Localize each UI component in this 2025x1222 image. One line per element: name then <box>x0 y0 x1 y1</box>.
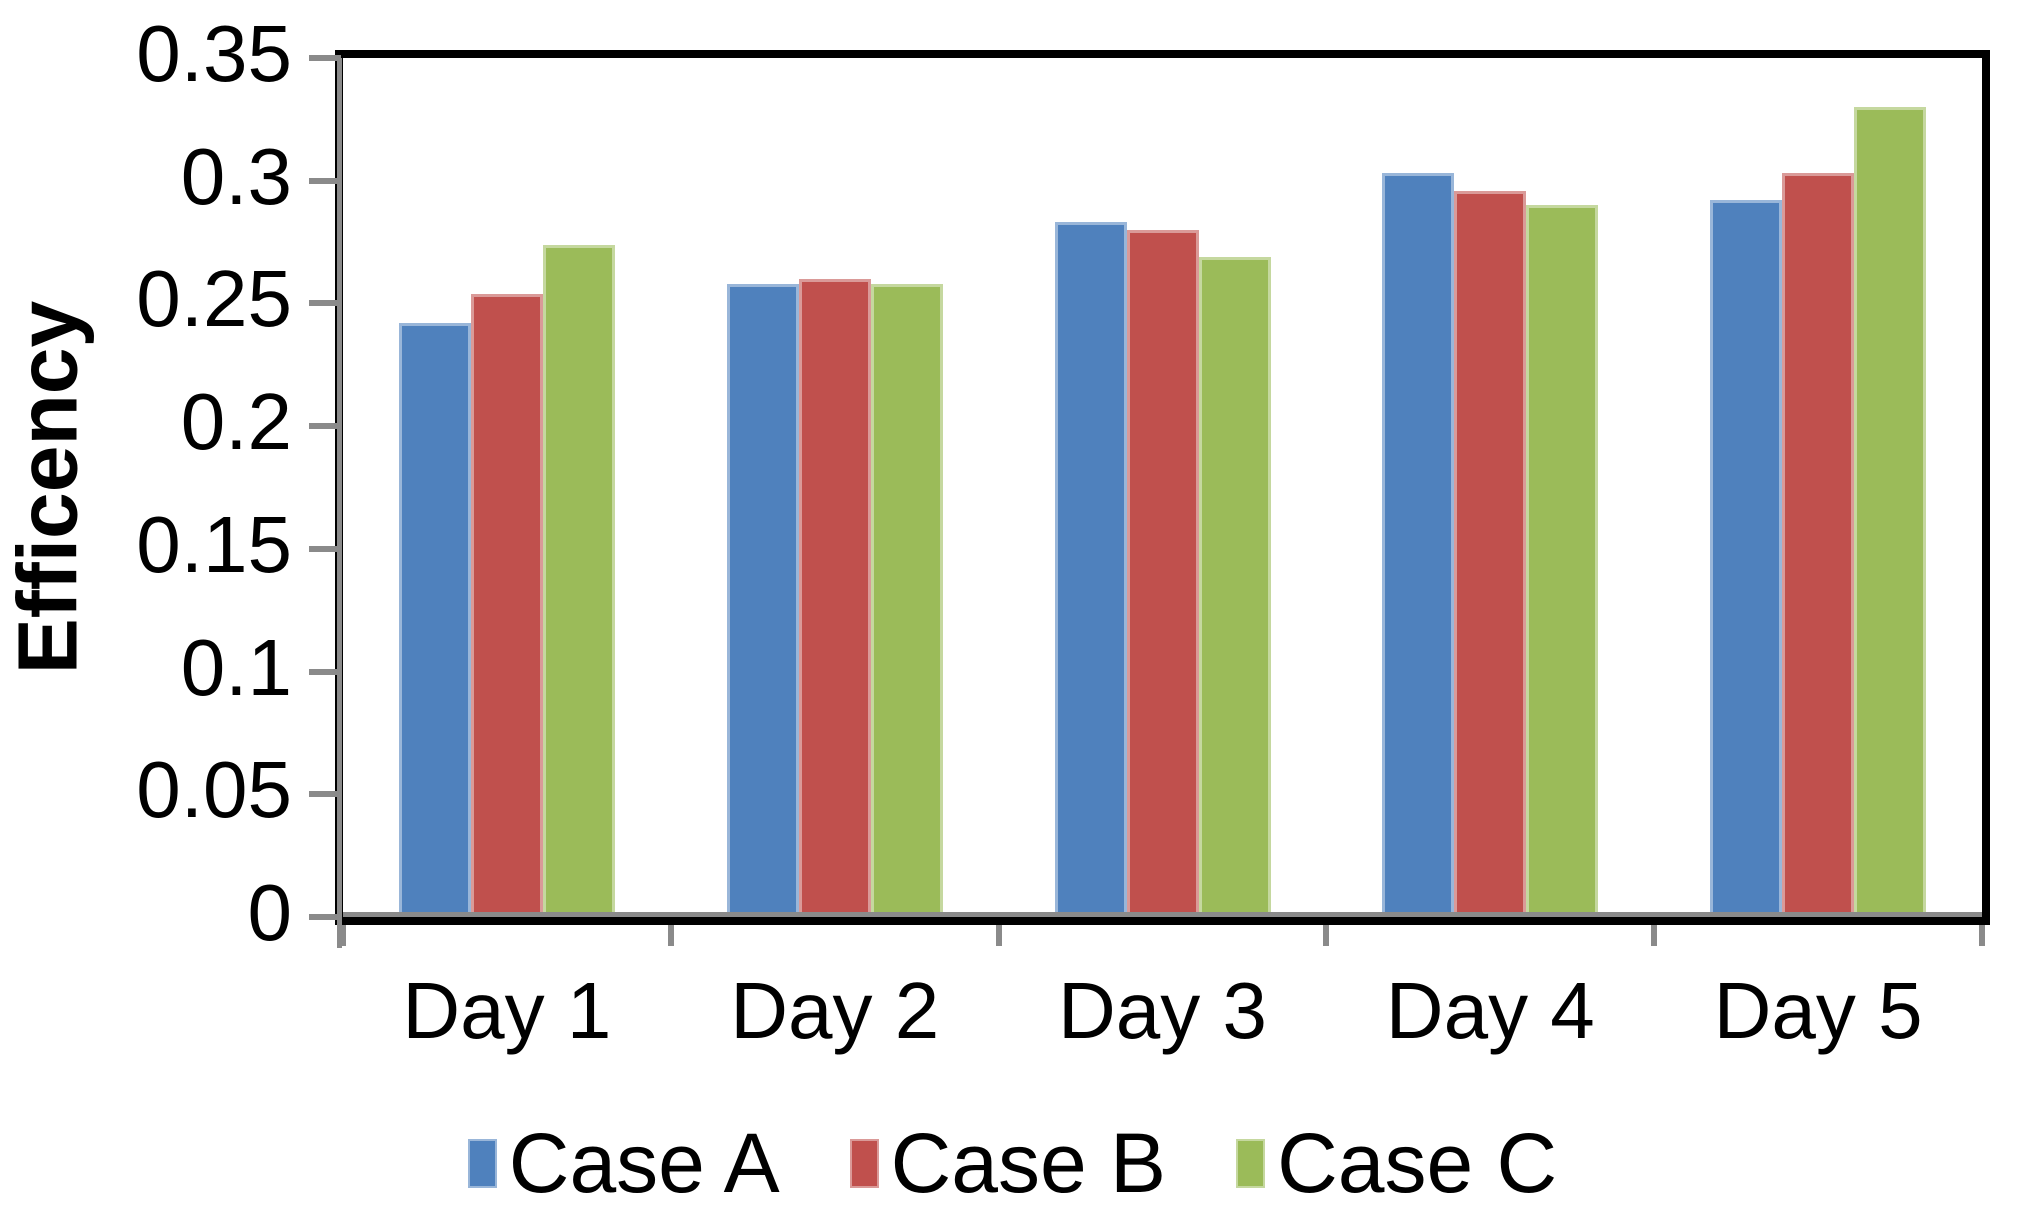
y-tick-mark <box>309 300 341 307</box>
x-tick-mark <box>995 925 1002 946</box>
legend-item-case-c: Case C <box>1236 1118 1557 1208</box>
plot-inner <box>343 58 1982 917</box>
y-tick-label: 0.15 <box>136 499 292 589</box>
y-tick-mark <box>309 545 341 552</box>
bar-case-c-day-1 <box>542 244 615 917</box>
x-tick-mark <box>1979 925 1985 946</box>
bar-case-a-day-1 <box>398 323 471 917</box>
y-tick-label: 0.2 <box>180 377 292 467</box>
y-tick-label: 0.05 <box>136 745 292 835</box>
y-tick-mark <box>309 55 341 61</box>
bar-case-b-day-3 <box>1126 229 1199 917</box>
y-tick-label: 0.3 <box>180 131 292 221</box>
y-tick-label: 0.35 <box>136 9 292 98</box>
legend-swatch-case-a <box>467 1138 497 1188</box>
x-axis-label-day-2: Day 2 <box>730 966 940 1055</box>
y-tick-mark <box>309 177 341 184</box>
x-axis-label-day-4: Day 4 <box>1385 966 1595 1055</box>
x-tick-mark <box>1323 925 1330 946</box>
bar-case-c-day-3 <box>1198 256 1271 917</box>
y-axis-title: Efficency <box>0 300 95 675</box>
legend-item-case-b: Case B <box>849 1116 1167 1210</box>
bar-case-a-day-5 <box>1710 200 1783 917</box>
bar-case-a-day-3 <box>1054 222 1127 917</box>
y-tick-label: 0.1 <box>180 622 292 712</box>
x-tick-mark <box>340 925 346 946</box>
bar-case-b-day-2 <box>798 278 871 917</box>
y-tick-label: 0.25 <box>136 254 292 344</box>
bar-case-c-day-5 <box>1854 107 1927 917</box>
legend-label-case-b: Case B <box>890 1116 1167 1210</box>
legend-label-case-a: Case A <box>508 1116 780 1210</box>
x-axis-label-day-3: Day 3 <box>1058 966 1267 1055</box>
x-tick-mark <box>667 925 674 946</box>
bar-case-c-day-4 <box>1526 205 1599 917</box>
y-axis-line <box>337 58 342 948</box>
bar-case-b-day-1 <box>470 293 543 917</box>
bar-case-b-day-5 <box>1782 173 1855 917</box>
legend-item-case-a: Case A <box>467 1116 780 1210</box>
x-axis-label-day-1: Day 1 <box>402 966 612 1055</box>
plot-area <box>335 50 1990 925</box>
y-tick-mark <box>309 668 341 675</box>
y-tick-mark <box>309 791 341 798</box>
x-axis-label-day-5: Day 5 <box>1713 966 1923 1055</box>
legend: Case A Case B Case C <box>0 1118 2025 1208</box>
y-tick-label: 0 <box>247 868 293 957</box>
x-axis-line <box>343 912 1982 917</box>
bar-case-c-day-2 <box>870 283 943 917</box>
bar-case-a-day-2 <box>726 283 799 917</box>
bar-case-a-day-4 <box>1382 173 1455 917</box>
legend-swatch-case-b <box>849 1138 879 1188</box>
y-tick-mark <box>309 423 341 430</box>
legend-swatch-case-c <box>1236 1138 1266 1188</box>
x-tick-mark <box>1651 925 1658 946</box>
bar-case-b-day-4 <box>1454 190 1527 917</box>
legend-label-case-c: Case C <box>1277 1116 1558 1210</box>
y-tick-mark <box>309 914 341 920</box>
